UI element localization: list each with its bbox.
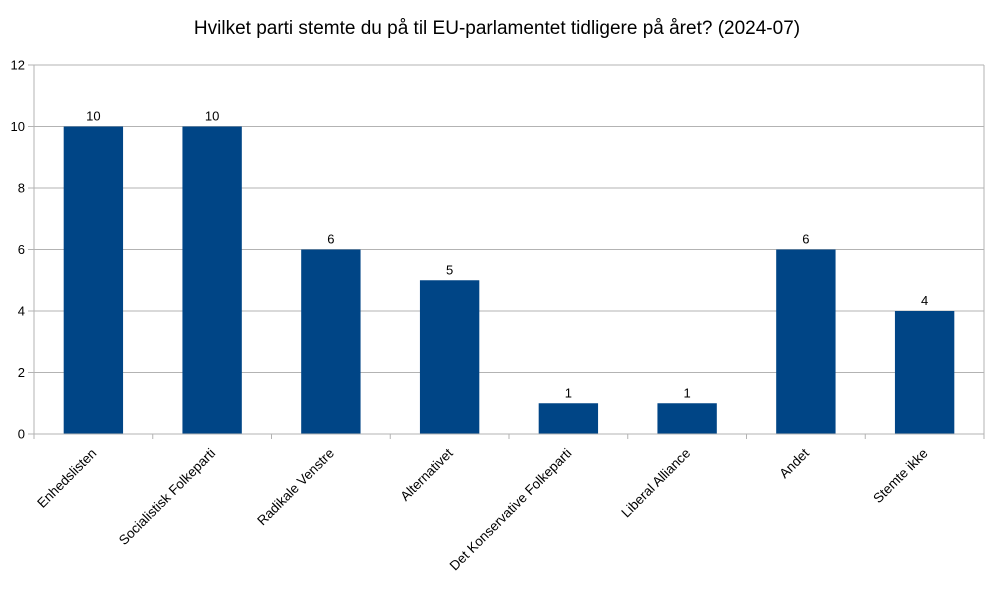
y-tick-label-4: 4 — [18, 304, 25, 319]
x-category-label-2: Radikale Venstre — [254, 446, 337, 529]
bar-6 — [776, 249, 836, 434]
x-category-label-5: Liberal Alliance — [618, 446, 693, 521]
bar-4 — [538, 403, 599, 434]
data-label-7: 4 — [921, 293, 928, 308]
x-category-label-6: Andet — [776, 445, 812, 481]
data-label-4: 1 — [565, 385, 572, 400]
data-labels: 10 10 6 5 1 1 6 4 — [86, 109, 928, 401]
x-category-label-4: Det Konservative Folkeparti — [447, 446, 575, 574]
data-label-0: 10 — [86, 109, 100, 124]
data-label-2: 6 — [327, 232, 334, 247]
axes — [33, 65, 985, 439]
y-tick-label-10: 10 — [11, 119, 25, 134]
bar-2 — [301, 249, 361, 434]
y-tick-label-0: 0 — [18, 427, 25, 442]
y-tick-label-8: 8 — [18, 181, 25, 196]
chart-title: Hvilket parti stemte du på til EU-parlam… — [194, 18, 800, 39]
x-axis-categories: Enhedslisten Socialistisk Folkeparti Radik… — [34, 445, 931, 573]
bar-1 — [182, 126, 242, 434]
grid-lines — [34, 64, 985, 434]
data-label-5: 1 — [684, 385, 691, 400]
bar-0 — [63, 126, 124, 434]
x-category-label-1: Socialistisk Folkeparti — [116, 446, 218, 548]
data-label-6: 6 — [802, 232, 809, 247]
bar-5 — [657, 403, 717, 434]
data-label-1: 10 — [205, 109, 219, 124]
data-label-3: 5 — [446, 262, 453, 277]
x-category-label-3: Alternativet — [397, 445, 456, 504]
y-tick-label-2: 2 — [18, 365, 25, 380]
bars — [63, 126, 955, 434]
x-category-label-0: Enhedslisten — [34, 446, 99, 511]
x-category-label-7: Stemte ikke — [870, 446, 930, 506]
y-tick-label-12: 12 — [11, 58, 25, 73]
y-tick-label-6: 6 — [18, 242, 25, 257]
bar-7 — [894, 311, 955, 434]
y-axis-ticks: 0 2 4 6 8 10 12 — [11, 58, 34, 442]
bar-3 — [419, 280, 480, 434]
